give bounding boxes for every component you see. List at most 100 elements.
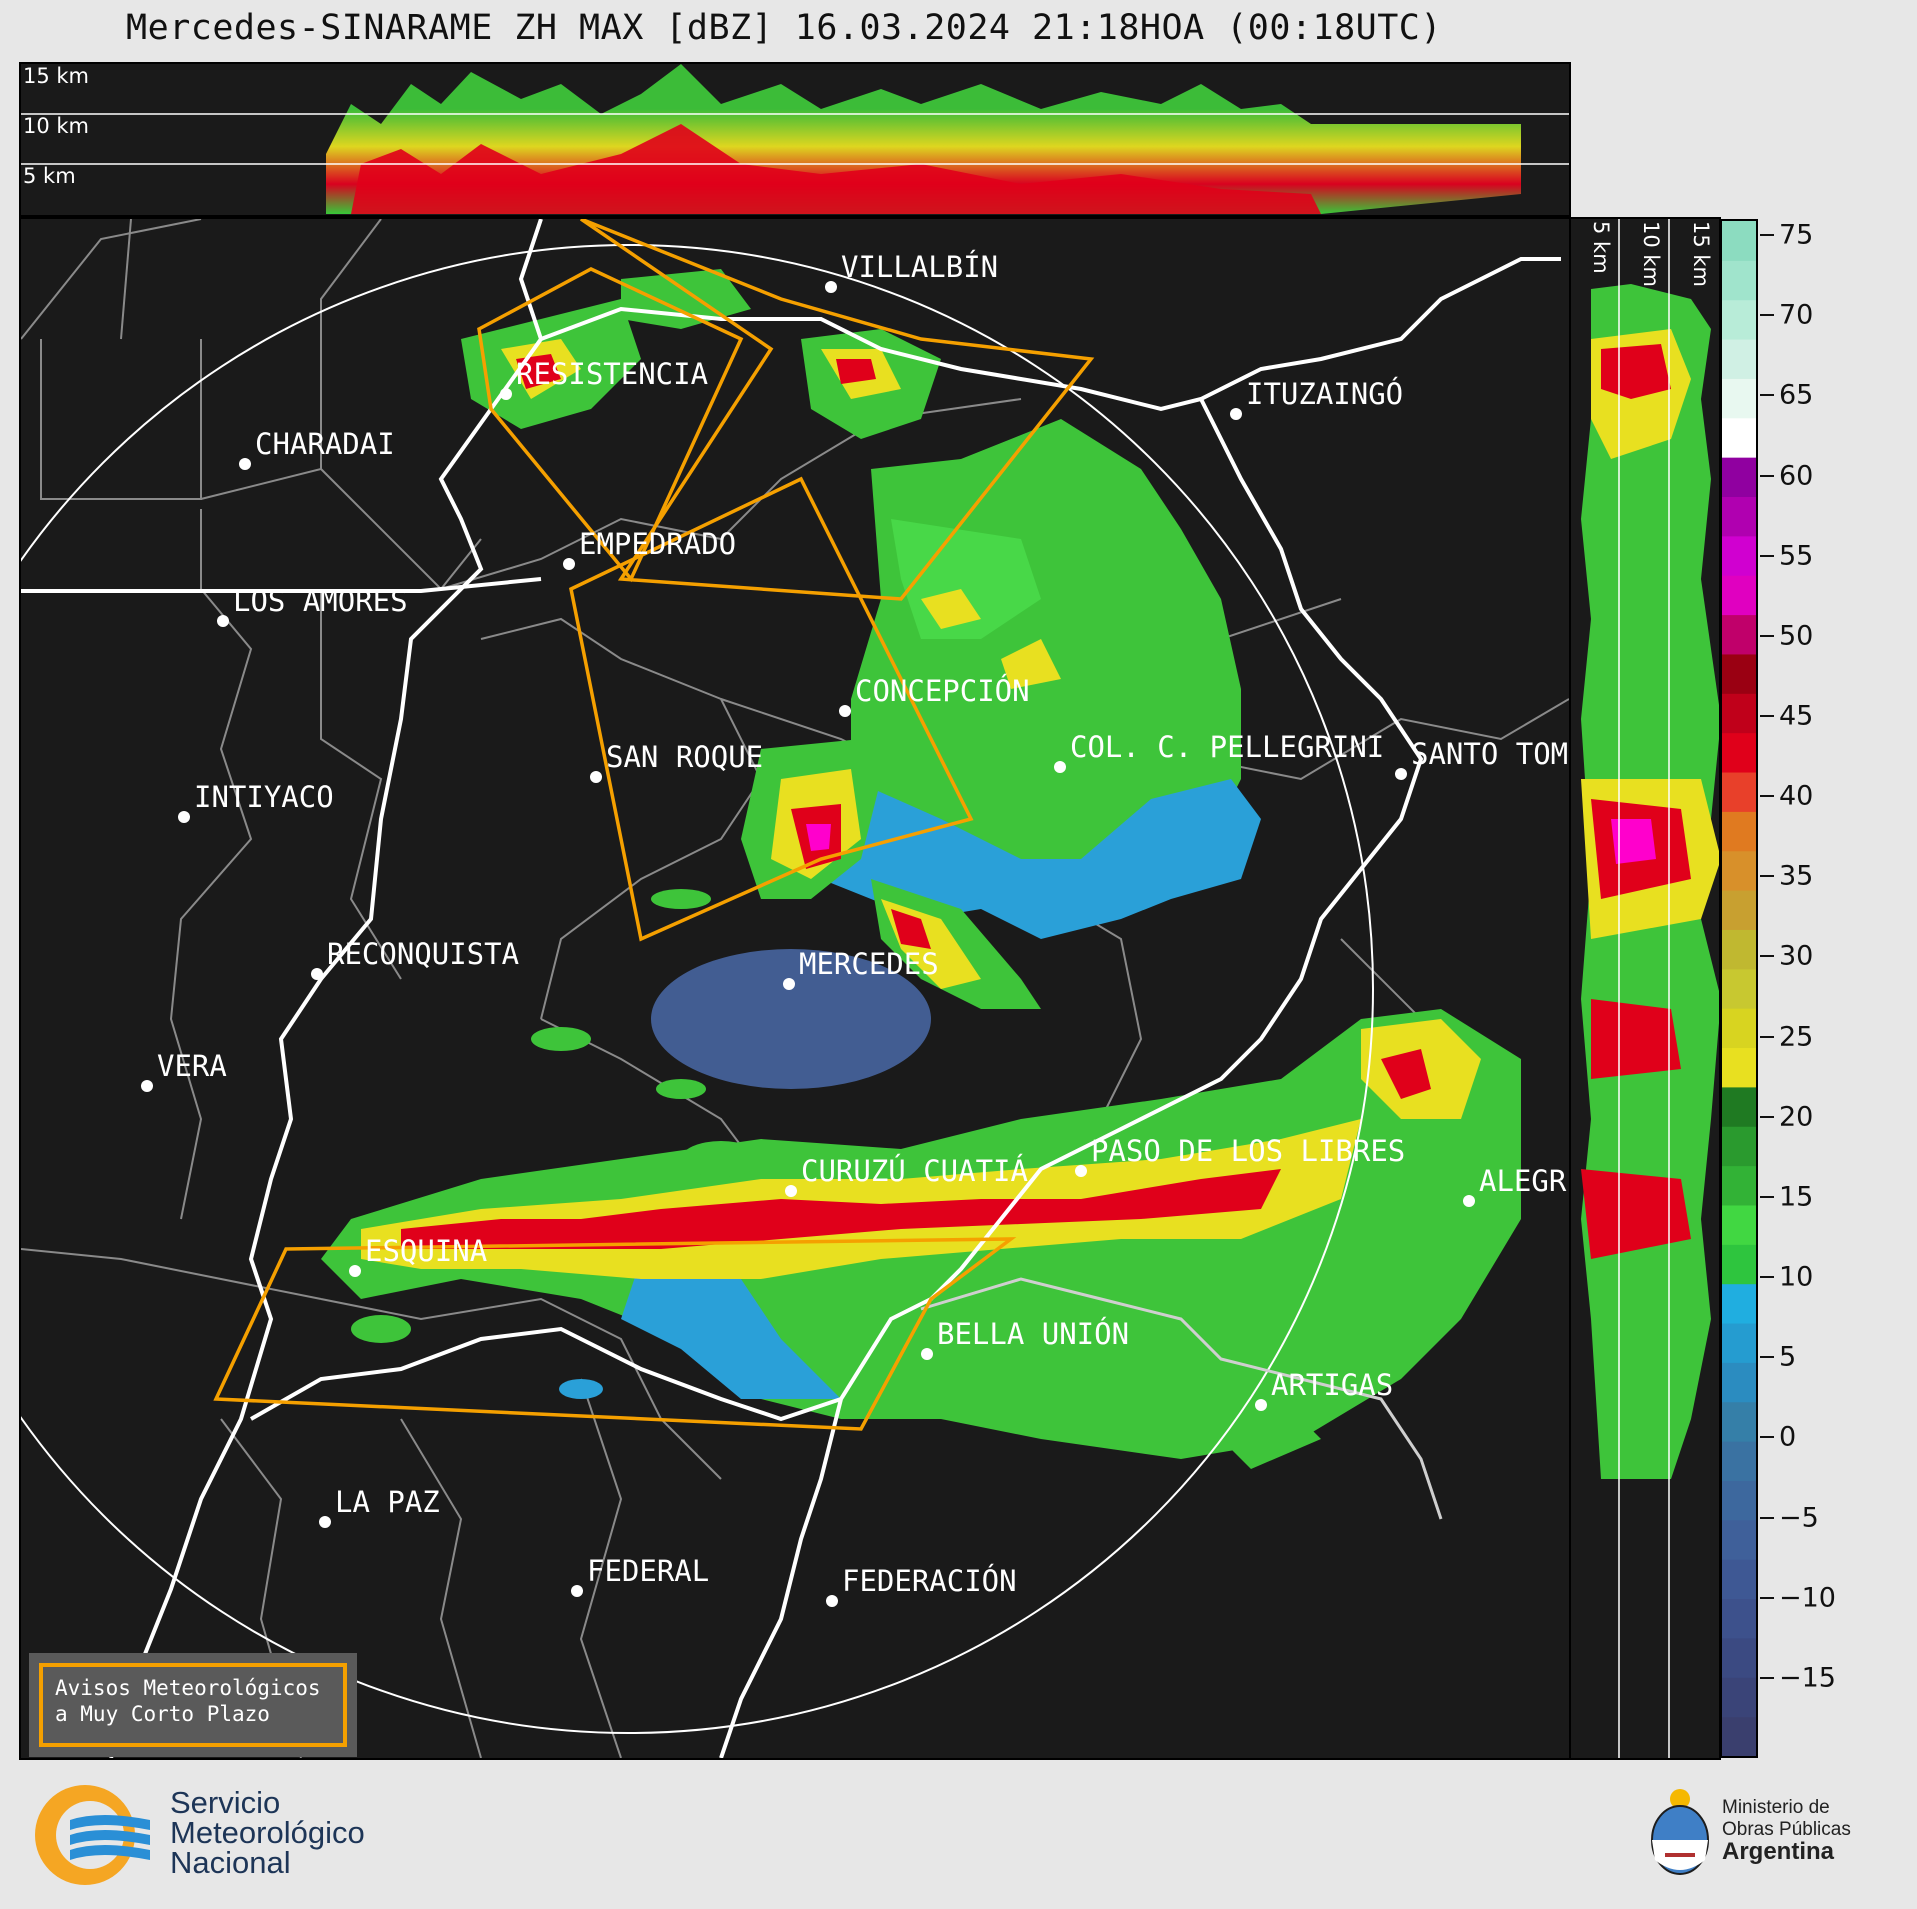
colorbar-segment [1722,299,1756,340]
top-height-label-5: 5 km [23,164,76,188]
city-label: FEDERAL [587,1554,709,1588]
colorbar-tick-label: 40 [1779,780,1814,812]
city-label: COL. C. PELLEGRINI [1070,730,1384,764]
colorbar-segment [1722,496,1756,537]
city-label: ARTIGAS [1271,1368,1393,1402]
colorbar-segment [1722,1283,1756,1324]
colorbar-tick [1760,955,1774,958]
colorbar-tick-label: −5 [1779,1502,1819,1534]
city-label: EMPEDRADO [579,527,736,561]
smn-logo-text: Servicio Meteorológico Nacional [170,1787,365,1880]
colorbar-tick-label: 45 [1779,700,1814,732]
colorbar-segment [1722,260,1756,301]
colorbar-segment [1722,1559,1756,1600]
top-height-label-10: 10 km [23,114,90,138]
argentina-shield-icon [1651,1789,1709,1875]
colorbar-segment [1722,693,1756,734]
city-label: CHARADAI [255,427,395,461]
smn-line-3: Nacional [170,1845,291,1880]
alert-line-1: Avisos Meteorológicos [55,1676,321,1700]
colorbar-segment [1722,929,1756,970]
city-label: BELLA UNIÓN [937,1317,1129,1351]
colorbar-tick [1760,634,1774,637]
city-label: ALEGR [1479,1164,1567,1198]
colorbar-segment [1722,1441,1756,1481]
city-marker [178,811,190,823]
colorbar-segment [1722,1244,1756,1285]
warning-polygon-4 [213,1237,1017,1431]
colorbar-segment [1722,1086,1756,1127]
colorbar-segment [1722,850,1756,891]
ministry-line-2: Obras Públicas [1722,1819,1851,1840]
colorbar-tick-label: 55 [1779,540,1814,572]
city-label: SAN ROQUE [606,740,763,774]
city-marker [839,705,851,717]
city-marker [1395,768,1407,780]
colorbar-tick [1760,1436,1774,1439]
city-label: ESQUINA [365,1234,487,1268]
colorbar-tick [1760,1596,1774,1599]
city-label: PASO DE LOS LIBRES [1091,1134,1405,1168]
colorbar-segment [1722,1362,1756,1403]
city-label: RECONQUISTA [327,937,519,971]
city-label: CURUZÚ CUATIÁ [801,1154,1028,1188]
colorbar-segment [1722,535,1756,576]
colorbar-segment [1722,457,1756,498]
colorbar-tick-label: 30 [1779,940,1814,972]
radar-range-ring [21,244,1374,1734]
city-label: VERA [157,1049,227,1083]
colorbar-tick [1760,1516,1774,1519]
city-marker [141,1080,153,1092]
radar-map: VILLALBÍN RESISTENCIA CHARADAI ITUZAINGÓ EMP… [21,219,1569,1758]
colorbar-segment [1722,772,1756,812]
colorbar-segment [1722,1126,1756,1167]
smn-logo-icon [35,1785,150,1885]
colorbar [1720,219,1758,1758]
city-marker [590,771,602,783]
colorbar-tick [1760,474,1774,477]
colorbar-segment [1722,1677,1756,1718]
city-marker [783,978,795,990]
colorbar-segment [1722,339,1756,379]
colorbar-segment [1722,811,1756,852]
city-markers: VILLALBÍN RESISTENCIA CHARADAI ITUZAINGÓ EMP… [141,250,1568,1607]
colorbar-tick-label: 5 [1779,1341,1797,1373]
colorbar-segment [1722,968,1756,1009]
colorbar-segment [1722,1204,1756,1245]
city-label: CONCEPCIÓN [855,674,1030,708]
colorbar-tick [1760,234,1774,237]
colorbar-segment [1722,890,1756,930]
warning-polygons [213,219,1095,1431]
colorbar-segment [1722,1008,1756,1049]
city-label: RESISTENCIA [516,357,708,391]
city-marker [319,1516,331,1528]
colorbar-tick-label: −15 [1779,1662,1836,1694]
colorbar-segment [1722,1637,1756,1678]
top-height-label-15: 15 km [23,64,90,88]
city-marker [1054,761,1066,773]
city-marker [1230,408,1242,420]
colorbar-tick [1760,795,1774,798]
city-label: VILLALBÍN [841,250,998,284]
colorbar-segment [1722,1165,1756,1206]
colorbar-segment [1722,378,1756,419]
city-marker [311,968,323,980]
chart-title: Mercedes-SINARAME ZH MAX [dBZ] 16.03.202… [126,8,1442,48]
city-marker [826,1595,838,1607]
colorbar-segment [1722,575,1756,616]
colorbar-tick-label: 25 [1779,1021,1814,1053]
colorbar-tick-label: 70 [1779,299,1814,331]
city-marker [500,388,512,400]
radar-map-panel[interactable]: VILLALBÍN RESISTENCIA CHARADAI ITUZAINGÓ EMP… [19,217,1571,1760]
side-cross-section-panel: 5 km 10 km 15 km [1569,217,1721,1760]
colorbar-segment [1722,1598,1756,1639]
alert-line-2: a Muy Corto Plazo [55,1702,270,1726]
colorbar-segment [1722,732,1756,773]
colorbar-tick [1760,1356,1774,1359]
city-label: LA PAZ [335,1485,440,1519]
colorbar-tick [1760,1115,1774,1118]
colorbar-tick [1760,714,1774,717]
colorbar-tick-label: 60 [1779,460,1814,491]
colorbar-tick-label: 20 [1779,1101,1814,1133]
colorbar-tick-label: 65 [1779,379,1814,411]
